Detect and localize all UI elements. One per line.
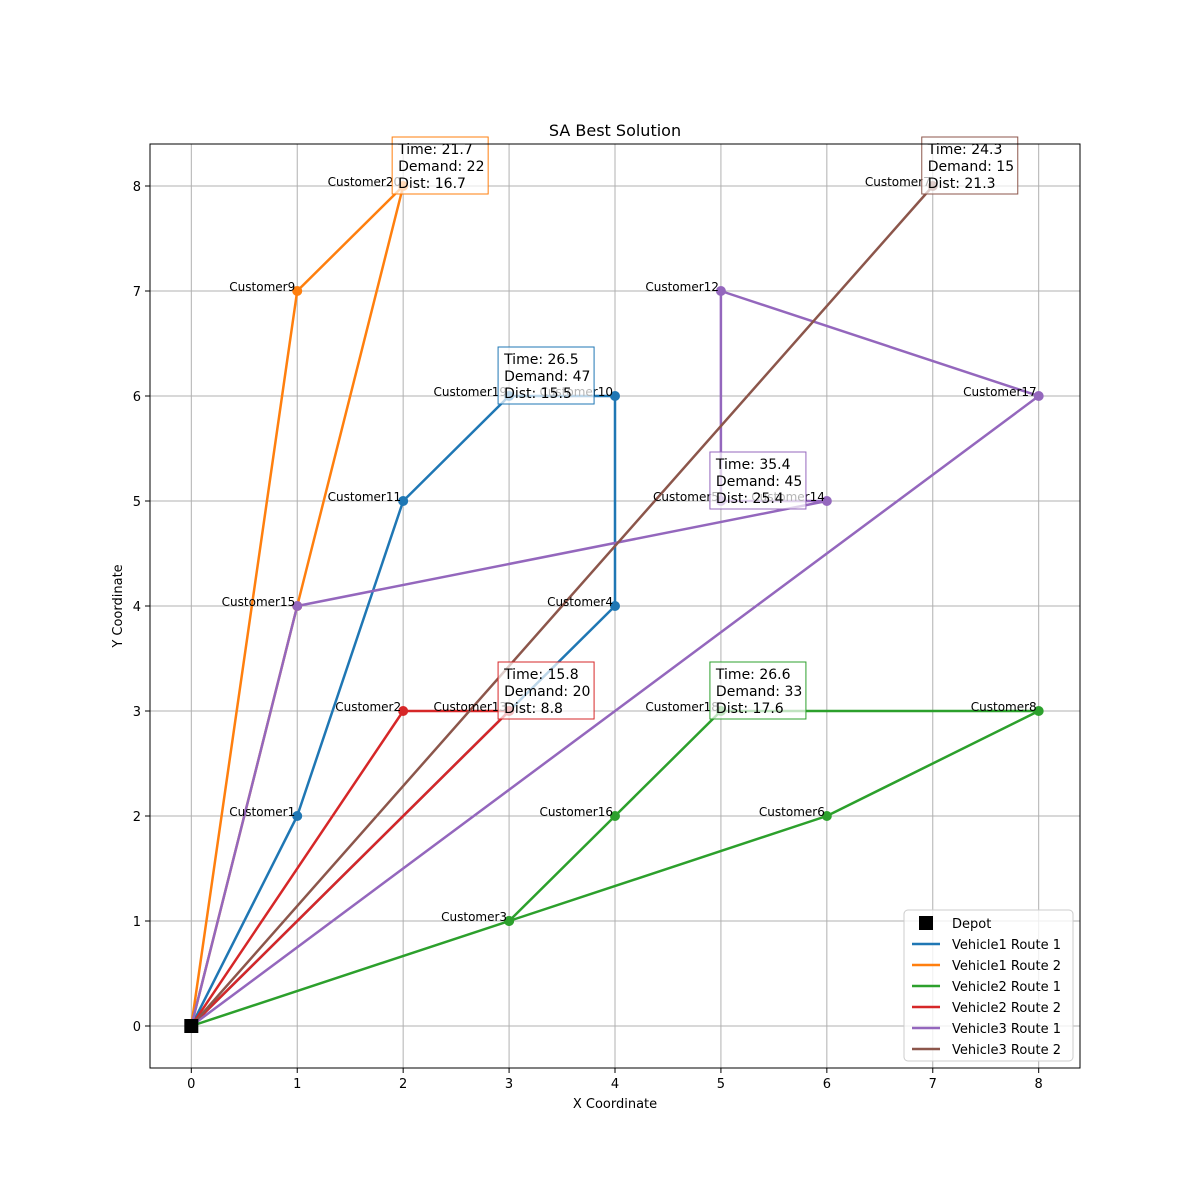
x-tick-label: 4 xyxy=(611,1077,619,1092)
customer-label: Customer20 xyxy=(328,175,402,189)
annotation-text: Demand: 20 xyxy=(504,684,590,700)
customer-point xyxy=(398,496,409,506)
legend-label: Depot xyxy=(952,917,991,932)
annotation-box xyxy=(921,136,1019,195)
customer-label: Customer9 xyxy=(229,280,295,294)
y-tick-label: 4 xyxy=(133,600,141,615)
annotation-text: Demand: 22 xyxy=(398,159,484,175)
y-tick-label: 0 xyxy=(133,1020,141,1035)
annotation-box xyxy=(497,661,595,720)
annotation-text: Time: 26.5 xyxy=(503,352,579,368)
customer-label: Customer6 xyxy=(759,805,825,819)
customer-label: Customer3 xyxy=(441,910,507,924)
annotation-box xyxy=(709,661,807,720)
legend: Depot Vehicle1 Route 1 Vehicle1 Route 2 Veh… xyxy=(903,909,1074,1062)
customer-point xyxy=(292,811,303,821)
customer-point xyxy=(504,916,515,926)
y-tick-label: 2 xyxy=(133,810,141,825)
x-tick-label: 8 xyxy=(1035,1077,1043,1092)
customer-label: Customer17 xyxy=(963,385,1037,399)
customer-label: Customer1 xyxy=(229,805,295,819)
y-tick-label: 1 xyxy=(133,915,141,930)
x-tick-label: 1 xyxy=(293,1077,301,1092)
y-tick-label: 3 xyxy=(133,705,141,720)
annotation-text: Time: 26.6 xyxy=(715,667,791,683)
customer-point xyxy=(821,811,832,821)
customer-label: Customer19 xyxy=(434,385,508,399)
customer-label: Customer16 xyxy=(539,805,613,819)
customer-labels: Customer1 Customer2 Customer3 Customer4 Cust… xyxy=(222,175,1037,924)
annotation-text: Time: 21.7 xyxy=(397,142,473,158)
annotation-text: Dist: 8.8 xyxy=(504,701,563,717)
customer-label: Customer7 xyxy=(865,175,931,189)
x-tick-label: 0 xyxy=(187,1077,195,1092)
legend-label: Vehicle3 Route 2 xyxy=(952,1043,1061,1058)
customer-point xyxy=(610,811,620,821)
customer-point xyxy=(715,286,726,296)
annotation-box xyxy=(709,451,807,510)
customer-point xyxy=(610,391,620,401)
y-tick-label: 7 xyxy=(133,285,141,300)
annotation-text: Dist: 17.6 xyxy=(716,701,784,717)
legend-label: Vehicle2 Route 2 xyxy=(952,1001,1061,1016)
annotation-text: Dist: 15.5 xyxy=(504,386,572,402)
customer-label: Customer4 xyxy=(547,595,613,609)
annotation-text: Demand: 47 xyxy=(504,369,590,385)
customer-label: Customer13 xyxy=(434,700,508,714)
annotation-text: Time: 24.3 xyxy=(927,142,1003,158)
customer-label: Customer15 xyxy=(222,595,296,609)
x-tick-label: 5 xyxy=(717,1077,725,1092)
customer-label: Customer2 xyxy=(335,700,401,714)
axis-ticks: 0 1 2 3 4 5 6 7 8 0 1 2 3 4 5 6 7 8 xyxy=(133,180,1043,1092)
annotation-text: Dist: 25.4 xyxy=(716,491,784,507)
legend-label: Vehicle3 Route 1 xyxy=(952,1022,1061,1037)
y-axis-label: Y Coordinate xyxy=(111,564,126,648)
annotation-text: Time: 35.4 xyxy=(715,457,791,473)
annotation-text: Demand: 45 xyxy=(716,474,802,490)
customer-point xyxy=(1033,706,1044,716)
legend-box xyxy=(903,909,1074,1062)
route-line xyxy=(190,709,1040,1028)
customer-point xyxy=(821,496,832,506)
annotation-box xyxy=(391,136,489,195)
customer-point xyxy=(398,706,409,716)
customer-point xyxy=(292,601,303,611)
annotation-text: Demand: 33 xyxy=(716,684,802,700)
legend-depot-marker xyxy=(919,916,933,930)
legend-label: Vehicle1 Route 1 xyxy=(952,938,1061,953)
customer-label: Customer12 xyxy=(645,280,719,294)
y-tick-label: 8 xyxy=(133,180,141,195)
route-line xyxy=(190,709,511,1027)
annotation-text: Time: 15.8 xyxy=(503,667,579,683)
customer-label: Customer11 xyxy=(328,490,402,504)
customer-label: Customer18 xyxy=(645,700,719,714)
y-tick-label: 5 xyxy=(133,495,141,510)
customer-point xyxy=(1033,391,1044,401)
customer-label: Customer5 xyxy=(653,490,719,504)
customer-point xyxy=(292,286,303,296)
depot-marker xyxy=(184,1019,199,1033)
x-tick-label: 6 xyxy=(823,1077,831,1092)
customer-label: Customer8 xyxy=(971,700,1037,714)
x-tick-label: 2 xyxy=(399,1077,407,1092)
chart-title: SA Best Solution xyxy=(549,121,681,140)
legend-label: Vehicle1 Route 2 xyxy=(952,959,1061,974)
customer-point xyxy=(610,601,620,611)
y-tick-label: 6 xyxy=(133,390,141,405)
x-tick-label: 7 xyxy=(929,1077,937,1092)
x-axis-label: X Coordinate xyxy=(573,1097,657,1112)
legend-label: Vehicle2 Route 1 xyxy=(952,980,1061,995)
annotation-box xyxy=(497,346,595,405)
x-tick-label: 3 xyxy=(505,1077,513,1092)
annotation-text: Dist: 21.3 xyxy=(928,176,996,192)
annotation-text: Dist: 16.7 xyxy=(398,176,466,192)
annotation-text: Demand: 15 xyxy=(928,159,1014,175)
